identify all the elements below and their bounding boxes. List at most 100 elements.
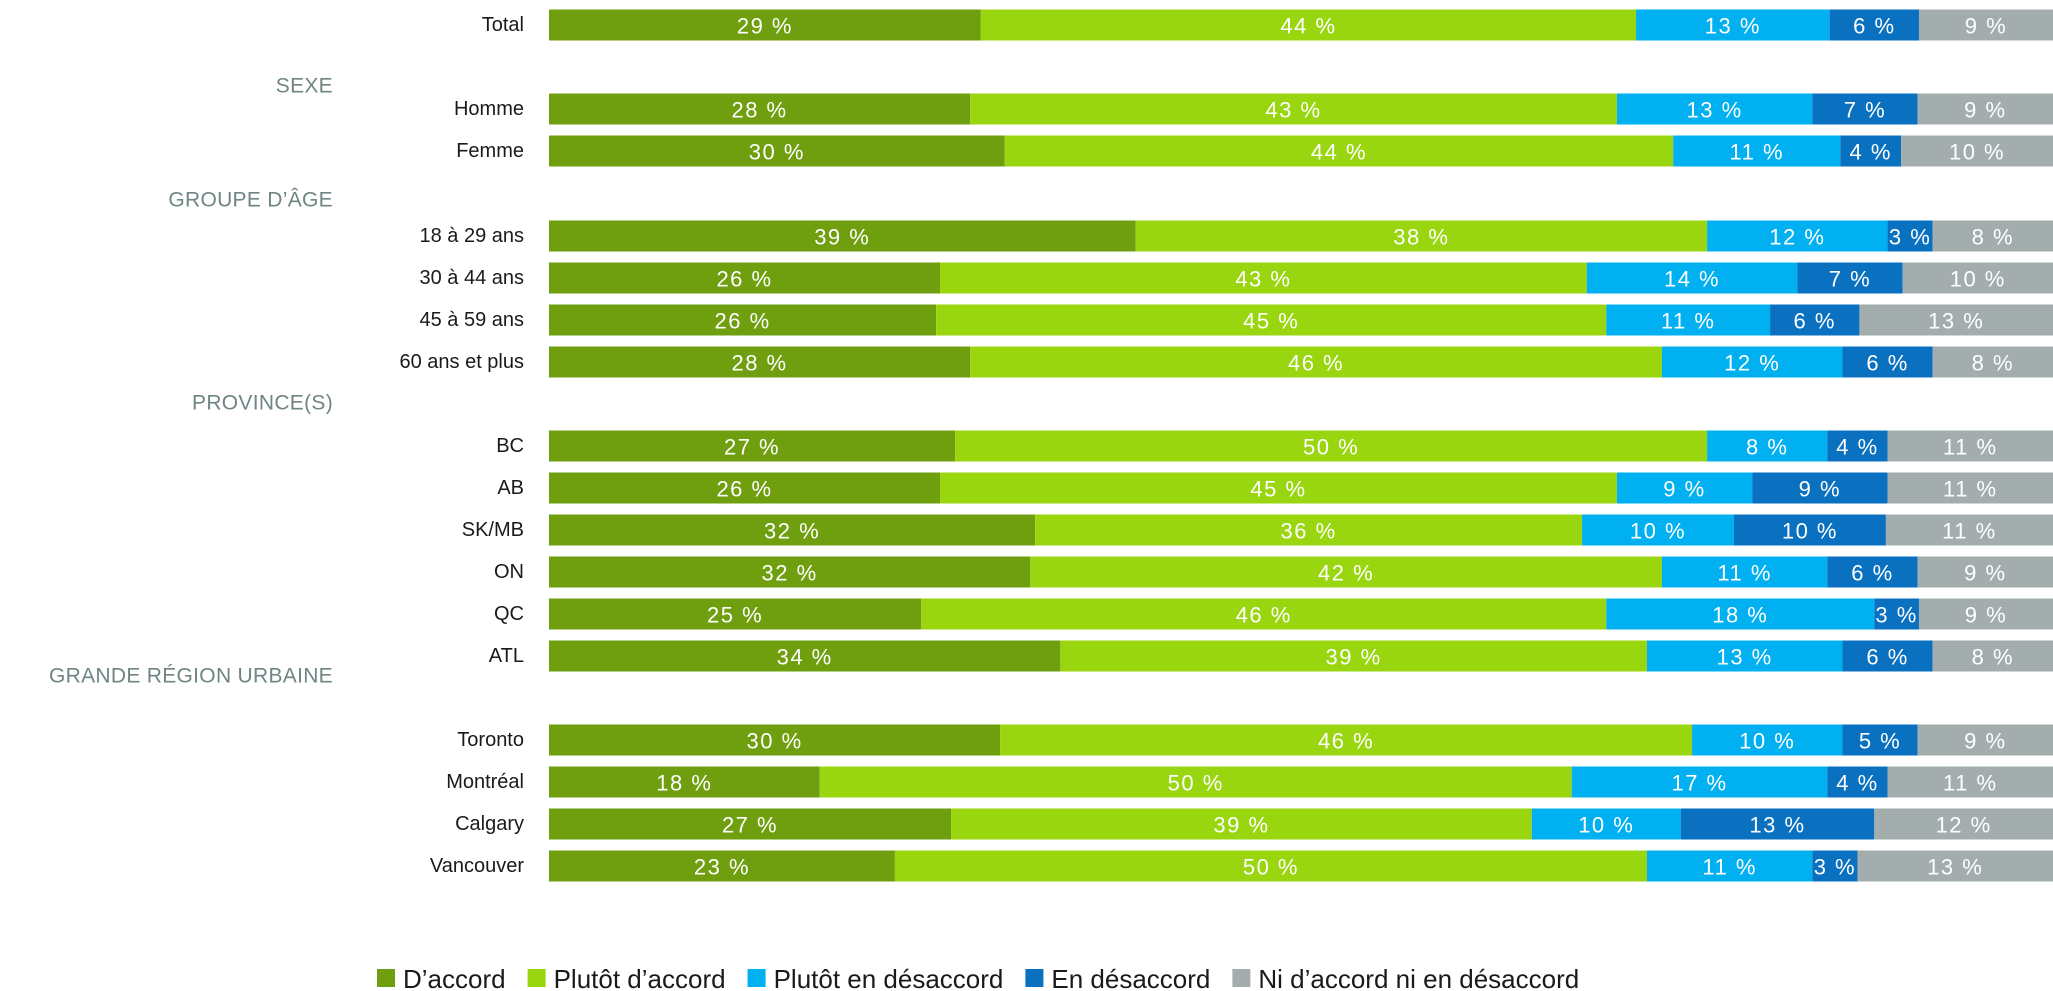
row-label-60-ans-et-plus: 60 ans et plus xyxy=(399,351,524,373)
legend-label: D’accord xyxy=(403,964,506,991)
bar-segment-on-d-accord xyxy=(549,556,1031,588)
data-label-45-a-59-ans-plutot-d-accord: 45 % xyxy=(1243,309,1299,334)
bar-segment-45-a-59-ans-plutot-d-accord xyxy=(936,304,1607,336)
group-label-groupe-d-age: GROUPE D’ÂGE xyxy=(168,189,333,212)
data-label-total-plutot-d-accord: 44 % xyxy=(1280,14,1336,39)
data-label-femme-ni-d-accord-ni-en-desaccord: 10 % xyxy=(1949,140,2005,165)
data-label-vancouver-plutot-en-desaccord: 11 % xyxy=(1702,855,1757,880)
data-label-ab-d-accord: 26 % xyxy=(716,477,772,502)
data-label-bc-ni-d-accord-ni-en-desaccord: 11 % xyxy=(1943,435,1998,460)
legend-swatch xyxy=(1025,969,1044,987)
row-label-qc: QC xyxy=(494,603,524,625)
data-label-montreal-plutot-en-desaccord: 17 % xyxy=(1671,771,1727,796)
data-label-vancouver-d-accord: 23 % xyxy=(694,855,750,880)
data-label-atl-ni-d-accord-ni-en-desaccord: 8 % xyxy=(1972,645,2014,670)
data-label-homme-ni-d-accord-ni-en-desaccord: 9 % xyxy=(1964,98,2006,123)
bar-segment-sk-mb-plutot-d-accord xyxy=(1035,514,1583,546)
data-label-calgary-plutot-en-desaccord: 10 % xyxy=(1578,813,1634,838)
data-label-toronto-en-desaccord: 5 % xyxy=(1859,729,1901,754)
data-label-total-d-accord: 29 % xyxy=(737,14,793,39)
bar-segment-total-plutot-d-accord xyxy=(980,9,1637,41)
data-label-60-ans-et-plus-en-desaccord: 6 % xyxy=(1866,351,1908,376)
data-label-femme-d-accord: 30 % xyxy=(749,140,805,165)
row-label-ab: AB xyxy=(497,477,524,499)
data-label-calgary-d-accord: 27 % xyxy=(722,813,778,838)
data-label-18-a-29-ans-en-desaccord: 3 % xyxy=(1889,225,1931,250)
data-label-30-a-44-ans-plutot-d-accord: 43 % xyxy=(1235,267,1291,292)
bar-segment-toronto-plutot-en-desaccord xyxy=(1692,724,1843,756)
data-label-18-a-29-ans-plutot-en-desaccord: 12 % xyxy=(1769,225,1825,250)
data-label-bc-d-accord: 27 % xyxy=(724,435,780,460)
data-label-montreal-en-desaccord: 4 % xyxy=(1836,771,1878,796)
legend-label: En désaccord xyxy=(1051,964,1210,991)
data-label-45-a-59-ans-plutot-en-desaccord: 11 % xyxy=(1661,309,1716,334)
bar-segment-calgary-d-accord xyxy=(549,808,952,840)
data-label-bc-plutot-d-accord: 50 % xyxy=(1303,435,1359,460)
bar-segment-montreal-d-accord xyxy=(549,766,820,798)
bar-segment-femme-plutot-d-accord xyxy=(1004,135,1674,167)
data-label-sk-mb-ni-d-accord-ni-en-desaccord: 11 % xyxy=(1942,519,1997,544)
data-label-ab-ni-d-accord-ni-en-desaccord: 11 % xyxy=(1943,477,1998,502)
bar-segment-vancouver-en-desaccord xyxy=(1812,850,1858,882)
row-label-atl: ATL xyxy=(489,645,524,667)
legend-swatch xyxy=(527,969,546,987)
bar-segment-bc-plutot-en-desaccord xyxy=(1707,430,1828,462)
bar-segment-60-ans-et-plus-plutot-d-accord xyxy=(970,346,1662,378)
data-label-30-a-44-ans-d-accord: 26 % xyxy=(716,267,772,292)
bar-segment-18-a-29-ans-d-accord xyxy=(549,220,1136,252)
bar-segment-on-plutot-en-desaccord xyxy=(1661,556,1828,588)
bar-segment-femme-ni-d-accord-ni-en-desaccord xyxy=(1901,135,2053,167)
data-label-on-d-accord: 32 % xyxy=(762,561,818,586)
data-label-18-a-29-ans-plutot-d-accord: 38 % xyxy=(1393,225,1449,250)
data-label-sk-mb-plutot-en-desaccord: 10 % xyxy=(1630,519,1686,544)
bar-segment-atl-plutot-en-desaccord xyxy=(1646,640,1843,672)
data-label-18-a-29-ans-ni-d-accord-ni-en-desaccord: 8 % xyxy=(1972,225,2014,250)
bar-segment-atl-ni-d-accord-ni-en-desaccord xyxy=(1932,640,2053,672)
bar-segment-homme-d-accord xyxy=(549,93,971,125)
data-label-montreal-plutot-d-accord: 50 % xyxy=(1168,771,1224,796)
data-label-homme-plutot-en-desaccord: 13 % xyxy=(1687,98,1743,123)
data-label-toronto-plutot-d-accord: 46 % xyxy=(1318,729,1374,754)
bar-segment-ab-plutot-en-desaccord xyxy=(1616,472,1753,504)
data-label-on-plutot-d-accord: 42 % xyxy=(1318,561,1374,586)
bar-segment-30-a-44-ans-plutot-d-accord xyxy=(940,262,1587,294)
data-label-calgary-plutot-d-accord: 39 % xyxy=(1213,813,1269,838)
data-label-bc-plutot-en-desaccord: 8 % xyxy=(1746,435,1788,460)
bar-segment-45-a-59-ans-en-desaccord xyxy=(1770,304,1860,336)
legend-item-en-desaccord: En désaccord xyxy=(1025,964,1210,991)
row-label-45-a-59-ans: 45 à 59 ans xyxy=(419,309,524,331)
data-label-qc-ni-d-accord-ni-en-desaccord: 9 % xyxy=(1965,603,2007,628)
bar-segment-vancouver-d-accord xyxy=(549,850,895,882)
row-label-calgary: Calgary xyxy=(455,813,524,835)
row-label-bc: BC xyxy=(496,435,524,457)
data-label-atl-d-accord: 34 % xyxy=(777,645,833,670)
row-label-montreal: Montréal xyxy=(446,771,524,793)
bar-segment-femme-en-desaccord xyxy=(1840,135,1902,167)
bar-segment-montreal-plutot-d-accord xyxy=(819,766,1572,798)
data-label-atl-plutot-en-desaccord: 13 % xyxy=(1717,645,1773,670)
bar-segment-montreal-ni-d-accord-ni-en-desaccord xyxy=(1887,766,2053,798)
bar-segment-total-d-accord xyxy=(549,9,981,41)
bar-segment-qc-plutot-en-desaccord xyxy=(1606,598,1875,630)
bar-segment-18-a-29-ans-plutot-d-accord xyxy=(1135,220,1708,252)
bar-segment-sk-mb-plutot-en-desaccord xyxy=(1582,514,1734,546)
bar-segment-atl-en-desaccord xyxy=(1842,640,1933,672)
data-label-45-a-59-ans-d-accord: 26 % xyxy=(715,309,771,334)
data-label-qc-plutot-d-accord: 46 % xyxy=(1236,603,1292,628)
bar-segment-60-ans-et-plus-plutot-en-desaccord xyxy=(1661,346,1843,378)
bar-segment-toronto-d-accord xyxy=(549,724,1001,756)
bar-segment-homme-plutot-en-desaccord xyxy=(1616,93,1813,125)
bar-segment-vancouver-plutot-d-accord xyxy=(894,850,1647,882)
data-label-atl-plutot-d-accord: 39 % xyxy=(1326,645,1382,670)
data-label-vancouver-ni-d-accord-ni-en-desaccord: 13 % xyxy=(1927,855,1983,880)
data-label-60-ans-et-plus-plutot-en-desaccord: 12 % xyxy=(1724,351,1780,376)
data-label-on-en-desaccord: 6 % xyxy=(1851,561,1893,586)
legend-swatch xyxy=(377,969,395,987)
data-label-femme-plutot-d-accord: 44 % xyxy=(1311,140,1367,165)
data-label-60-ans-et-plus-plutot-d-accord: 46 % xyxy=(1288,351,1344,376)
data-label-ab-plutot-d-accord: 45 % xyxy=(1250,477,1306,502)
bar-segment-on-ni-d-accord-ni-en-desaccord xyxy=(1917,556,2053,588)
bar-segment-18-a-29-ans-en-desaccord xyxy=(1887,220,1933,252)
data-label-femme-en-desaccord: 4 % xyxy=(1849,140,1891,165)
bar-segment-ab-plutot-d-accord xyxy=(940,472,1617,504)
